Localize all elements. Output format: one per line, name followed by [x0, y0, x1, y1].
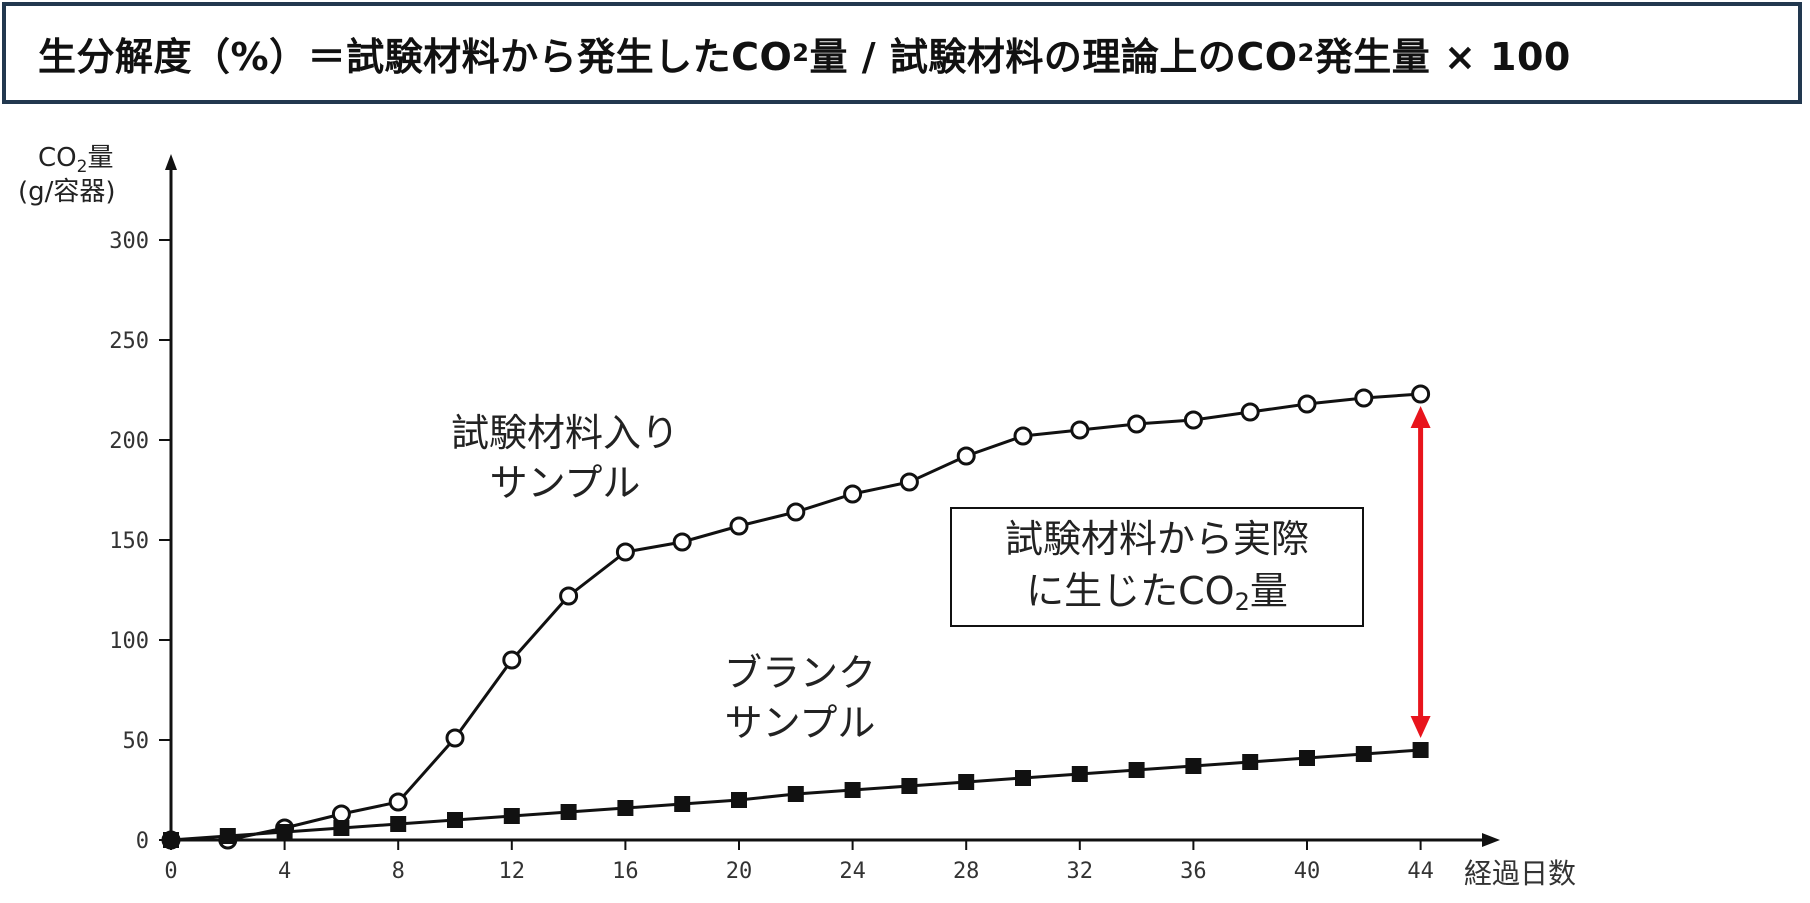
x-axis-arrowhead	[1482, 833, 1500, 847]
series-0-point-4	[388, 792, 408, 812]
y-tick-label-150: 150	[109, 529, 149, 554]
difference-callout-line1: 試験材料から実際	[1004, 517, 1309, 561]
y-axis-arrowhead	[165, 154, 177, 170]
y-axis-label-unit: (g/容器)	[18, 177, 116, 207]
series-0-point-15	[1013, 426, 1033, 446]
x-tick-label-12: 12	[499, 859, 526, 884]
series-0-point-14	[956, 446, 976, 466]
series-0-point-21	[1354, 388, 1374, 408]
series-0-point-13	[899, 472, 919, 492]
series-1-point-9	[674, 796, 691, 812]
x-tick-label-8: 8	[392, 859, 405, 884]
series-0-point-3	[331, 804, 351, 824]
x-axis-label: 経過日数	[1464, 857, 1576, 890]
series-1-point-16	[1071, 766, 1088, 782]
series-1-point-11	[787, 786, 804, 802]
difference-callout-sub: 2	[1234, 588, 1250, 616]
series-1-point-3	[333, 820, 350, 836]
series-1-point-7	[560, 804, 577, 820]
x-tick-label-0: 0	[164, 859, 177, 884]
series-1-point-10	[731, 792, 747, 808]
series-1-point-0	[163, 832, 179, 848]
difference-arrow-head-bottom	[1410, 716, 1431, 738]
y-tick-label-0: 0	[136, 829, 149, 854]
difference-arrow	[1410, 406, 1431, 738]
series-1-point-17	[1128, 762, 1145, 778]
series-0-point-9	[672, 532, 692, 552]
formula-part1: 生分解度（%）＝試験材料から発生したCO	[38, 34, 793, 79]
blank-sample-label-line1: ブランク	[723, 651, 876, 695]
y-tick-label-200: 200	[109, 429, 149, 454]
formula-sub1: 2	[792, 39, 810, 67]
series-1-point-18	[1185, 758, 1202, 774]
series-1-point-14	[958, 774, 975, 790]
test-sample-label: 試験材料入り サンプル	[430, 408, 700, 508]
series-0-point-16	[1070, 420, 1090, 440]
series-1-point-15	[1015, 770, 1031, 786]
series-1-point-5	[447, 812, 463, 828]
series-1-point-21	[1355, 746, 1372, 762]
series-1-point-8	[617, 800, 634, 816]
difference-callout-line2: に生じたCO2量	[952, 565, 1362, 628]
series-1-point-19	[1242, 754, 1259, 770]
y-axis-label-sub: 2	[77, 157, 88, 177]
series-0-point-20	[1297, 394, 1317, 414]
x-tick-label-32: 32	[1067, 859, 1094, 884]
x-tick-label-16: 16	[612, 859, 639, 884]
series-0-point-10	[729, 516, 749, 536]
difference-callout-suffix: 量	[1249, 569, 1288, 613]
y-axis-label-suffix: 量	[87, 143, 113, 173]
blank-sample-label-line2: サンプル	[724, 701, 876, 745]
series-1-point-20	[1299, 750, 1315, 766]
difference-callout: 試験材料から実際 に生じたCO2量	[950, 507, 1364, 627]
y-tick-label-300: 300	[109, 229, 149, 254]
blank-sample-label: ブランク サンプル	[700, 648, 900, 748]
difference-callout-prefix: に生じたCO	[1026, 569, 1235, 613]
test-sample-label-line2: サンプル	[489, 461, 641, 505]
x-tick-label-36: 36	[1180, 859, 1207, 884]
x-tick-label-44: 44	[1407, 859, 1434, 884]
series-0-point-8	[615, 542, 635, 562]
series-1-point-4	[390, 816, 407, 832]
series-0-point-22	[1411, 384, 1431, 404]
series-1-point-2	[276, 824, 293, 840]
x-tick-label-40: 40	[1294, 859, 1321, 884]
series-0-point-11	[786, 502, 806, 522]
series-1-point-13	[901, 778, 918, 794]
y-axis-label-co: CO	[38, 143, 77, 173]
series-0-point-19	[1240, 402, 1260, 422]
series-1-point-22	[1412, 742, 1429, 758]
series-0-point-18	[1183, 410, 1203, 430]
series-0-point-6	[502, 650, 522, 670]
x-tick-label-24: 24	[839, 859, 866, 884]
series-1-point-1	[219, 828, 236, 844]
difference-arrow-head-top	[1410, 406, 1431, 428]
y-tick-label-250: 250	[109, 329, 149, 354]
series-0-point-12	[843, 484, 863, 504]
formula-banner: 生分解度（%）＝試験材料から発生したCO 2 量 / 試験材料の理論上のCO 2 発生量…	[2, 2, 1802, 104]
formula-part3: 発生量 × 100	[1314, 34, 1571, 79]
test-sample-label-line1: 試験材料入り	[450, 411, 679, 455]
y-tick-label-50: 50	[123, 729, 150, 754]
series-1-point-6	[503, 808, 520, 824]
x-tick-label-4: 4	[278, 859, 291, 884]
series-1-point-12	[844, 782, 861, 798]
x-tick-label-20: 20	[726, 859, 753, 884]
formula-sub2: 2	[1297, 39, 1315, 67]
axes: 0 50 100 150 200 250 300 0 4 8 12 16 20 24 28 32 36 40 44	[109, 154, 1500, 884]
y-tick-label-100: 100	[109, 629, 149, 654]
formula-part2: 量 / 試験材料の理論上のCO	[809, 34, 1298, 79]
series-0-point-7	[559, 586, 579, 606]
y-axis-label-co2: CO2量	[38, 143, 113, 177]
series-0-point-5	[445, 728, 465, 748]
x-tick-label-28: 28	[953, 859, 980, 884]
series	[161, 384, 1431, 850]
series-0-point-17	[1127, 414, 1147, 434]
